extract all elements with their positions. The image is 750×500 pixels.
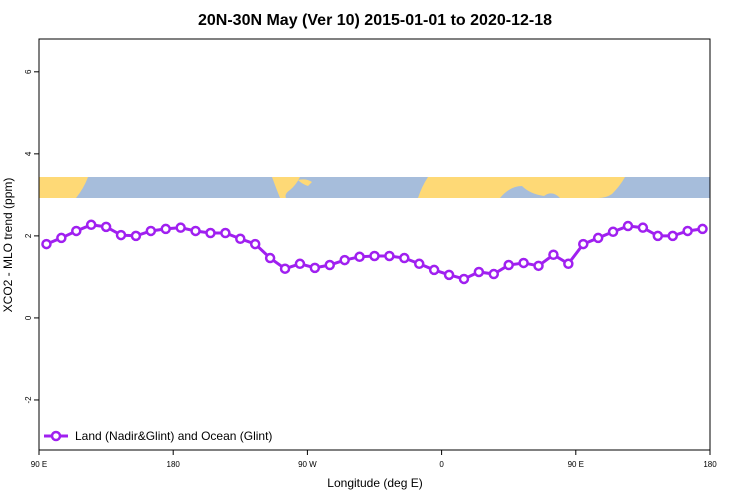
data-point [309,262,321,274]
data-point [130,230,142,242]
data-point [563,258,574,270]
data-point [115,229,127,241]
data-point [652,230,664,242]
data-point [399,252,410,264]
y-tick-label: 4 [24,151,33,156]
data-point [578,238,589,250]
data-point [503,259,514,271]
data-point [205,227,216,239]
data-point [428,264,440,276]
y-tick-label: 2 [24,233,33,238]
data-point [413,258,425,270]
data-point [622,220,634,232]
chart-title: 20N-30N May (Ver 10) 2015-01-01 to 2020-… [198,12,552,29]
x-tick-label: 90 E [31,460,47,469]
y-axis-label: XCO2 - MLO trend (ppm) [1,178,15,313]
data-point [548,249,559,261]
data-point [592,232,604,244]
data-point [384,250,395,262]
y-tick-label: 6 [24,69,33,74]
data-point [279,263,291,274]
data-point [697,223,708,235]
data-point [518,257,529,269]
data-point [145,225,157,237]
data-point [190,225,201,237]
data-point [294,258,306,270]
x-tick-label: 0 [439,460,444,469]
data-point [264,252,276,264]
data-point [443,269,455,281]
data-point [220,227,231,239]
x-tick-label: 180 [167,460,181,469]
data-point [160,223,171,235]
x-tick-label: 90 W [298,460,317,469]
plot-frame [38,38,711,451]
data-point [354,251,365,263]
legend-label: Land (Nadir&Glint) and Ocean (Glint) [75,429,272,443]
data-point [533,260,544,272]
x-axis-label: Longitude (deg E) [327,476,422,490]
x-tick-label: 90 E [568,460,584,469]
data-point [175,222,186,233]
data-point [41,238,52,250]
x-tick-label: 180 [703,460,717,469]
data-point [100,221,112,233]
data-point [56,232,67,244]
data-point [339,254,350,266]
data-point [488,268,500,280]
data-point [637,222,649,233]
map-strip [39,177,710,198]
data-point [235,233,246,245]
y-tick-label: -2 [24,396,33,404]
data-point [458,273,470,285]
data-point [71,225,82,237]
data-point [667,230,678,242]
data-point [473,266,485,278]
data-point [324,259,336,271]
data-point [607,226,619,238]
data-point [682,225,693,237]
data-point [249,238,261,250]
y-tick-label: 0 [24,315,33,320]
data-point [369,250,380,262]
legend-marker [50,430,62,442]
data-point [85,219,97,231]
